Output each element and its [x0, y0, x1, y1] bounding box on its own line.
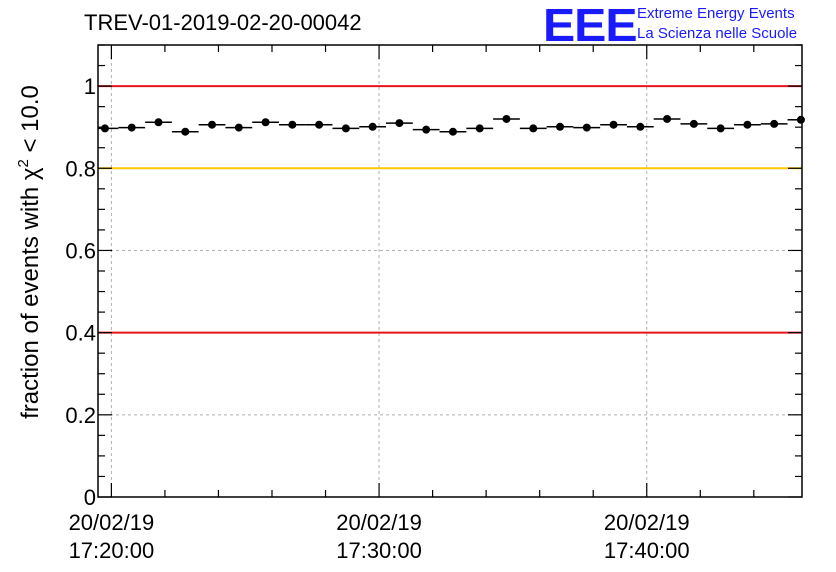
eee-logo: EEE Extreme Energy Events La Scienza nel… [543, 0, 833, 51]
data-point [127, 123, 136, 132]
x-tick-label-time: 17:30:00 [336, 538, 422, 563]
data-point [100, 124, 109, 133]
x-tick-labels: 20/02/19 17:20:00 20/02/19 17:30:00 20/02/19… [69, 510, 690, 563]
data-point [609, 120, 618, 129]
y-axis-label-sup: 2 [15, 159, 32, 167]
data-point [689, 119, 698, 128]
data-point [341, 124, 350, 133]
y-tick-label: 0.2 [65, 403, 96, 428]
reference-lines [98, 85, 802, 334]
y-axis-label: fraction of events with χ2 < 10.0 [15, 85, 44, 419]
data-points [98, 114, 805, 136]
data-point [743, 120, 752, 129]
data-point [395, 119, 404, 128]
data-point [475, 124, 484, 133]
y-tick-label: 0.6 [65, 238, 96, 263]
data-point [556, 122, 565, 131]
axis-ticks [98, 44, 802, 498]
chart-title: TREV-01-2019-02-20-00042 [84, 10, 362, 35]
logo-line-2: La Scienza nelle Scuole [637, 25, 798, 42]
data-point [770, 119, 779, 128]
y-tick-label: 0.8 [65, 156, 96, 181]
x-tick-label-time: 17:40:00 [604, 538, 690, 563]
data-point [529, 124, 538, 133]
data-point [582, 123, 591, 132]
data-point [422, 125, 431, 134]
data-point [502, 114, 511, 123]
data-point [234, 123, 243, 132]
x-tick-label-date: 20/02/19 [604, 510, 690, 535]
data-point [448, 127, 457, 136]
data-point [636, 122, 645, 131]
y-axis-label-prefix: fraction of events with [17, 180, 44, 419]
y-axis-label-chi: χ [17, 167, 44, 180]
y-tick-label: 0.4 [65, 321, 96, 346]
eee-logo-mark: EEE [543, 0, 638, 51]
y-tick-labels: 0 0.2 0.4 0.6 0.8 1 [65, 74, 96, 510]
y-tick-label: 1 [84, 74, 96, 99]
data-point [716, 124, 725, 133]
plot-frame [97, 44, 803, 498]
data-point [368, 122, 377, 131]
data-point [208, 120, 217, 129]
data-point [315, 120, 324, 129]
y-axis-label-group: fraction of events with χ2 < 10.0 [15, 85, 44, 419]
logo-line-1: Extreme Energy Events [637, 5, 795, 22]
data-point [154, 118, 163, 127]
data-point [261, 118, 270, 127]
y-tick-label: 0 [84, 485, 96, 510]
x-tick-label-time: 17:20:00 [69, 538, 155, 563]
data-point [288, 120, 297, 129]
y-axis-label-suffix: < 10.0 [17, 85, 44, 159]
data-point [181, 127, 190, 136]
x-tick-label-date: 20/02/19 [336, 510, 422, 535]
data-point [663, 114, 672, 123]
x-tick-label-date: 20/02/19 [69, 510, 155, 535]
data-point [796, 115, 805, 124]
grid [98, 45, 802, 497]
